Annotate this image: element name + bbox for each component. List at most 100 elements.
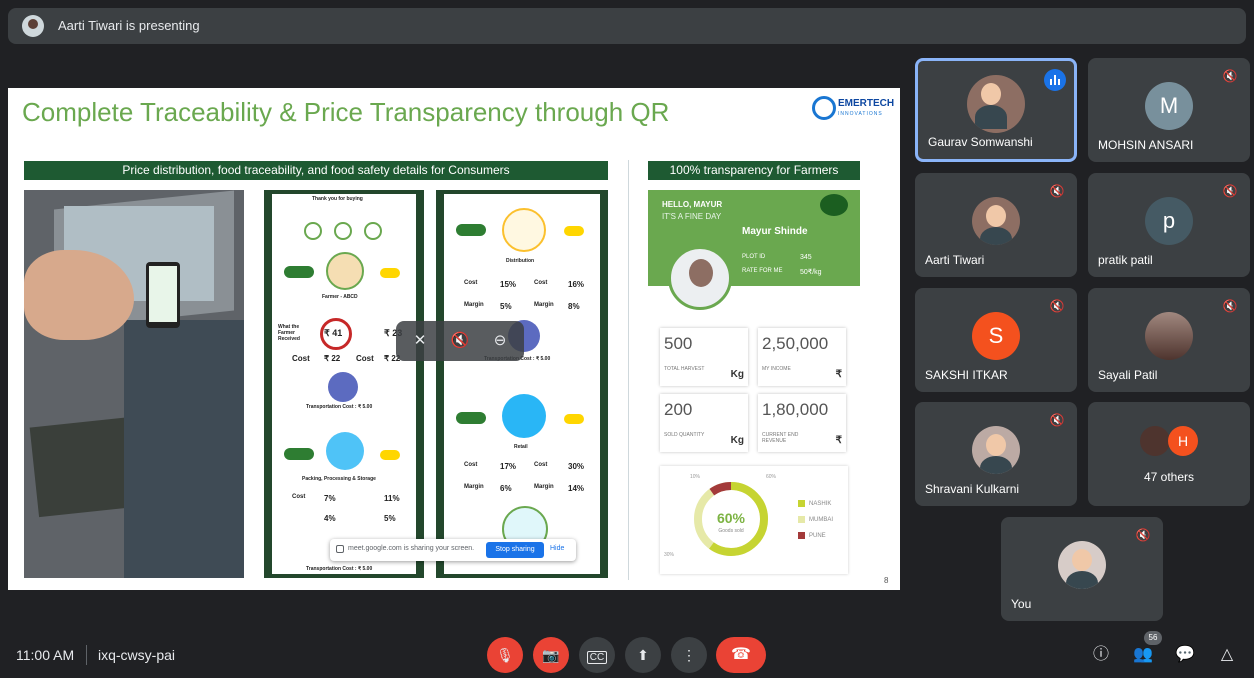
mic-off-icon: 🔇 [1222, 69, 1238, 83]
donut-center-value: 60% [716, 510, 746, 526]
farmer-photo [326, 252, 364, 290]
mic-off-icon: 🎙 [496, 647, 514, 663]
camera-toggle-button[interactable]: 📷 [533, 637, 569, 673]
pin-controls-overlay: ✕ 🔇 ⊖ [396, 321, 524, 361]
participant-avatar: S [972, 311, 1020, 360]
presenter-bar: Aarti Tiwari is presenting [8, 8, 1246, 44]
participant-tile-shravani[interactable]: 🔇 Shravani Kulkarni [915, 402, 1077, 506]
info-icon: ⓘ [1092, 646, 1109, 663]
participant-tile-aarti[interactable]: 🔇 Aarti Tiwari [915, 173, 1077, 277]
stat-sold-quantity: 200 SOLD QUANTITY Kg [660, 394, 748, 452]
chat-button[interactable]: 💬 [1174, 644, 1196, 666]
divider [86, 645, 87, 665]
participant-tile-sayali[interactable]: 🔇 Sayali Patil [1088, 288, 1250, 392]
participant-name: SAKSHI ITKAR [925, 368, 1008, 382]
sales-donut-card: 60% Goods sold 10% 30% 60% NASHIK MUMBAI… [660, 466, 848, 574]
stat-my-income: 2,50,000 MY INCOME ₹ [758, 328, 846, 386]
presenter-text: Aarti Tiwari is presenting [58, 18, 200, 33]
legend-item: NASHIK [798, 500, 831, 507]
participant-tile-sakshi[interactable]: 🔇 S SAKSHI ITKAR [915, 288, 1077, 392]
mic-off-icon: 🔇 [1049, 413, 1065, 427]
mic-off-icon: 🔇 [1222, 184, 1238, 198]
farmer-name: Mayur Shinde [742, 226, 808, 237]
rate-label: RATE FOR ME [742, 268, 783, 274]
logo-text: EMERTECH [838, 98, 895, 109]
sales-donut: 60% Goods sold [690, 478, 772, 560]
qr-scan-photo [24, 190, 244, 578]
participant-tile-others[interactable]: H 47 others [1088, 402, 1250, 506]
mic-toggle-button[interactable]: 🎙 [487, 637, 523, 673]
participant-tile-gaurav[interactable]: Gaurav Somwanshi [915, 58, 1077, 162]
meeting-info-button[interactable]: ⓘ [1090, 644, 1112, 666]
slide-divider [628, 160, 629, 580]
phone-hangup-icon: ☎ [731, 646, 751, 663]
stat-end-revenue: 1,80,000 CURRENT END REVENUE ₹ [758, 394, 846, 452]
mic-off-icon: 🔇 [1049, 299, 1065, 313]
participant-avatar: M [1145, 81, 1193, 130]
participant-name: 47 others [1143, 470, 1195, 484]
stop-sharing-button[interactable]: Stop sharing [486, 542, 544, 558]
cart-icon [364, 222, 382, 240]
store-icon [502, 394, 546, 438]
camera-off-icon: 📷 [542, 647, 560, 663]
mute-audio-icon[interactable]: 🔇 [450, 332, 470, 349]
people-icon: 👥 [1133, 646, 1153, 663]
participant-name: You [1011, 597, 1032, 611]
distribution-icon [502, 208, 546, 252]
farmer-banner: 100% transparency for Farmers [648, 161, 860, 180]
meeting-time: 11:00 AM [16, 647, 75, 663]
company-logo: EMERTECH INNOVATIONS [808, 94, 900, 122]
shared-screen: Complete Traceability & Price Transparen… [8, 88, 900, 590]
plot-label: PLOT ID [742, 254, 766, 260]
mic-off-icon: 🔇 [1135, 528, 1151, 542]
sharing-text: meet.google.com is sharing your screen. [348, 545, 475, 552]
more-vert-icon: ⋮ [682, 647, 696, 663]
participant-photo [967, 75, 1025, 134]
more-options-button[interactable]: ⋮ [671, 637, 707, 673]
captions-icon: CC [586, 651, 608, 664]
participant-avatar: H [1168, 426, 1198, 456]
legend-item: MUMBAI [798, 516, 833, 523]
brand-badge-icon [820, 194, 848, 216]
participant-tile-pratik[interactable]: 🔇 p pratik patil [1088, 173, 1250, 277]
participant-name: Sayali Patil [1098, 368, 1158, 382]
participant-tile-mohsin[interactable]: 🔇 M MOHSIN ANSARI [1088, 58, 1250, 162]
activities-icon: △ [1220, 646, 1234, 663]
captions-button[interactable]: CC [579, 637, 615, 673]
donut-label: 30% [664, 552, 675, 558]
rate-value: 50₹/kg [800, 269, 822, 276]
logo-ring-icon [812, 96, 836, 120]
donut-center-label: Goods sold [718, 528, 744, 534]
pin-icon[interactable]: ✕ [413, 332, 427, 349]
participant-name: MOHSIN ANSARI [1098, 138, 1194, 152]
end-call-button[interactable]: ☎ [716, 637, 766, 673]
activities-button[interactable]: △ [1216, 644, 1238, 666]
presenter-avatar [22, 15, 44, 37]
chat-icon: 💬 [1175, 646, 1195, 663]
remove-icon[interactable]: ⊖ [493, 332, 507, 349]
donut-label: 60% [766, 474, 777, 480]
participant-name: Gaurav Somwanshi [928, 135, 1033, 149]
sharing-notification: meet.google.com is sharing your screen. … [330, 539, 576, 561]
farmer-avatar [668, 246, 732, 310]
donut-label: 10% [690, 474, 701, 480]
truck-icon [328, 372, 358, 402]
hide-button[interactable]: Hide [550, 545, 565, 552]
participant-tile-you[interactable]: 🔇 You [1001, 517, 1163, 621]
plot-value: 345 [800, 254, 812, 261]
participant-avatar: p [1145, 196, 1193, 245]
present-button[interactable]: ⬆ [625, 637, 661, 673]
screen-share-icon [336, 545, 344, 553]
farmer-card: HELLO, MAYUR IT'S A FINE DAY Mayur Shind… [648, 190, 860, 286]
slide-page-number: 8 [884, 576, 889, 585]
participant-name: Aarti Tiwari [925, 253, 985, 267]
speaking-indicator-icon [1044, 69, 1066, 91]
participant-photo [972, 425, 1020, 474]
people-button[interactable]: 👥 [1132, 644, 1154, 666]
participant-photo [1145, 311, 1193, 360]
participant-photo [972, 196, 1020, 245]
logo-subtext: INNOVATIONS [838, 111, 883, 117]
consumer-banner: Price distribution, food traceability, a… [24, 161, 608, 180]
mic-off-icon: 🔇 [1222, 299, 1238, 313]
factory-icon [326, 432, 364, 470]
